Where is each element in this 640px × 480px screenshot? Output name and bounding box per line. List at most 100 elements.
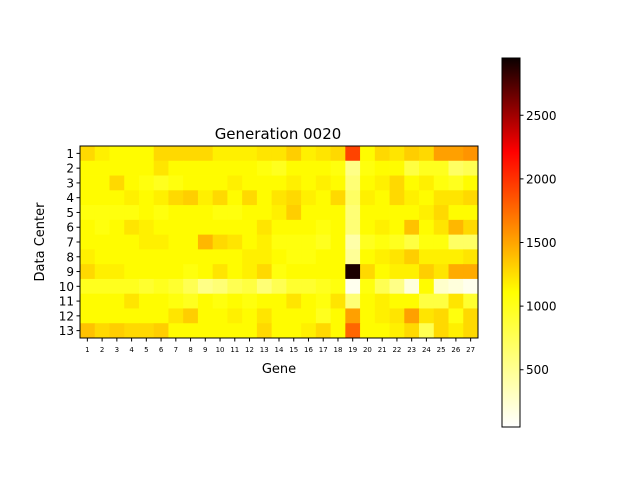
heatmap-cell <box>94 308 110 324</box>
heatmap-cell <box>183 219 199 236</box>
heatmap-cell <box>94 278 110 295</box>
x-tick-label: 24 <box>422 346 431 354</box>
heatmap-cell <box>138 234 155 250</box>
heatmap-cell <box>183 293 199 309</box>
heatmap-cell <box>448 234 464 250</box>
heatmap-cell <box>433 219 449 236</box>
y-tick-label: 8 <box>66 250 74 264</box>
x-tick-label: 15 <box>289 346 298 354</box>
heatmap-cell <box>197 264 214 280</box>
heatmap-cell <box>448 160 464 176</box>
heatmap-cell <box>94 146 110 162</box>
heatmap-cell <box>463 264 479 280</box>
heatmap-cell <box>271 175 287 191</box>
heatmap-cell <box>256 278 273 295</box>
heatmap-cell <box>212 146 228 162</box>
heatmap-cell <box>124 264 140 280</box>
heatmap-cell <box>301 175 317 191</box>
heatmap-cell <box>124 160 140 176</box>
heatmap-cell <box>197 205 214 221</box>
heatmap-cell <box>286 234 302 250</box>
heatmap-cell <box>419 205 435 221</box>
heatmap-cell <box>153 234 169 250</box>
x-tick-label: 1 <box>85 346 89 354</box>
heatmap-cell <box>286 146 302 162</box>
heatmap-cell <box>389 323 405 339</box>
heatmap-cell <box>374 234 390 250</box>
heatmap-cell <box>212 160 228 176</box>
y-tick-label: 7 <box>66 236 74 250</box>
heatmap-cell <box>286 249 302 265</box>
heatmap-cell <box>330 278 346 295</box>
heatmap-cell <box>242 175 258 191</box>
colorbar-ticks: 500 1000 1500 2000 2500 <box>520 109 557 377</box>
heatmap-cell <box>315 160 331 176</box>
heatmap-cell <box>109 323 125 339</box>
heatmap-cell <box>138 278 155 295</box>
x-tick-label: 6 <box>159 346 164 354</box>
heatmap-cell <box>153 249 169 265</box>
heatmap-cell <box>256 205 273 221</box>
heatmap-cell <box>448 175 464 191</box>
heatmap-cell <box>419 190 435 206</box>
heatmap-cell <box>315 219 331 236</box>
heatmap-cell <box>197 190 214 206</box>
heatmap-cell <box>315 249 331 265</box>
heatmap-cell <box>404 175 420 191</box>
heatmap-cell <box>345 264 361 280</box>
heatmap-cell <box>197 249 214 265</box>
heatmap-cell <box>80 278 96 295</box>
heatmap-cell <box>448 308 464 324</box>
heatmap-cell <box>301 219 317 236</box>
heatmap-cell <box>153 264 169 280</box>
x-tick-label: 4 <box>129 346 134 354</box>
heatmap-cell <box>345 249 361 265</box>
heatmap-cell <box>315 234 331 250</box>
heatmap-cell <box>404 278 420 295</box>
heatmap-cell <box>330 160 346 176</box>
heatmap-cell <box>227 205 243 221</box>
heatmap-cell <box>227 293 243 309</box>
x-tick-label: 23 <box>407 346 416 354</box>
heatmap-cell <box>183 205 199 221</box>
heatmap-cell <box>153 278 169 295</box>
heatmap-cell <box>360 323 376 339</box>
heatmap-cell <box>256 190 273 206</box>
heatmap-cell <box>345 234 361 250</box>
heatmap-cell <box>80 293 96 309</box>
heatmap-cell <box>80 146 96 162</box>
heatmap-cell <box>404 293 420 309</box>
heatmap-cell <box>404 219 420 236</box>
heatmap-cell <box>433 323 449 339</box>
heatmap-cell <box>345 308 361 324</box>
heatmap-cell <box>389 219 405 236</box>
heatmap-cell <box>389 234 405 250</box>
heatmap-cell <box>183 249 199 265</box>
heatmap-cell <box>242 308 258 324</box>
heatmap-cell <box>448 249 464 265</box>
heatmap-cell <box>183 278 199 295</box>
y-tick-label: 1 <box>66 147 74 161</box>
heatmap-cell <box>80 308 96 324</box>
heatmap-cell <box>109 219 125 236</box>
heatmap-cell <box>138 293 155 309</box>
heatmap-cell <box>242 278 258 295</box>
heatmap-cell <box>168 234 184 250</box>
heatmap-cell <box>109 278 125 295</box>
heatmap-cell <box>183 146 199 162</box>
heatmap-cell <box>463 323 479 339</box>
heatmap-cell <box>168 278 184 295</box>
x-tick-label: 17 <box>319 346 328 354</box>
heatmap-cell <box>315 175 331 191</box>
heatmap-cell <box>271 205 287 221</box>
heatmap-cell <box>433 249 449 265</box>
heatmap-cell <box>109 205 125 221</box>
heatmap-cell <box>301 293 317 309</box>
heatmap-cell <box>138 308 155 324</box>
heatmap-cell <box>433 190 449 206</box>
heatmap-cell <box>419 249 435 265</box>
x-tick-label: 12 <box>245 346 254 354</box>
heatmap-cell <box>389 146 405 162</box>
x-tick-label: 26 <box>451 346 460 354</box>
heatmap-cell <box>197 234 214 250</box>
